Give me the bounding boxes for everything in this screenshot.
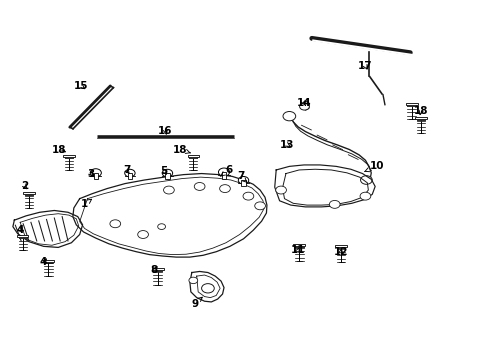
Circle shape (163, 186, 174, 194)
Bar (153, 271, 162, 272)
Circle shape (194, 183, 204, 190)
Bar (241, 180, 245, 186)
Circle shape (219, 185, 230, 193)
Text: 1: 1 (81, 199, 91, 210)
Bar (127, 173, 132, 179)
Bar (405, 103, 417, 105)
Bar (222, 172, 226, 179)
Bar (23, 193, 35, 194)
Circle shape (254, 202, 265, 210)
Bar (42, 260, 54, 262)
Circle shape (275, 186, 286, 194)
Text: 5: 5 (160, 166, 167, 176)
Text: 2: 2 (21, 181, 29, 192)
Circle shape (201, 284, 214, 293)
Circle shape (110, 220, 121, 228)
Text: 18: 18 (173, 144, 190, 154)
Text: 7: 7 (122, 165, 130, 175)
Bar (187, 155, 199, 157)
Text: 4: 4 (17, 225, 24, 235)
Circle shape (124, 169, 135, 177)
Circle shape (238, 176, 248, 184)
Circle shape (359, 192, 370, 200)
Text: 12: 12 (333, 247, 347, 257)
Text: 9: 9 (191, 297, 202, 309)
Text: 16: 16 (158, 126, 172, 135)
Text: 17: 17 (357, 61, 372, 71)
Text: 15: 15 (74, 81, 88, 91)
Bar (19, 237, 27, 238)
Circle shape (158, 224, 165, 229)
Text: 18: 18 (413, 106, 427, 116)
Text: 13: 13 (280, 140, 294, 150)
Circle shape (283, 112, 295, 121)
Circle shape (360, 176, 371, 184)
Circle shape (90, 169, 101, 177)
Bar (336, 248, 345, 249)
Bar (44, 262, 53, 263)
Circle shape (299, 103, 309, 110)
Text: 18: 18 (52, 144, 66, 154)
Text: 4: 4 (40, 257, 47, 267)
Circle shape (138, 230, 148, 238)
Text: 6: 6 (220, 165, 232, 176)
Bar (165, 173, 169, 179)
Text: 3: 3 (87, 168, 94, 179)
Circle shape (218, 168, 229, 176)
Bar (294, 247, 303, 248)
Bar (63, 155, 74, 157)
Bar (416, 120, 425, 121)
Bar (407, 105, 415, 106)
Circle shape (162, 169, 172, 177)
Bar (65, 157, 73, 158)
Bar (151, 269, 163, 270)
Text: 11: 11 (290, 245, 305, 255)
Bar (414, 117, 426, 119)
Circle shape (188, 277, 197, 284)
Text: 8: 8 (150, 265, 158, 275)
Bar (93, 172, 98, 179)
Text: 7: 7 (236, 171, 246, 183)
Text: 14: 14 (296, 98, 311, 108)
Bar (189, 157, 197, 158)
Text: 10: 10 (364, 161, 384, 172)
Bar (25, 195, 33, 196)
Bar (17, 235, 28, 237)
Circle shape (329, 201, 339, 208)
Bar (334, 246, 346, 247)
Circle shape (243, 192, 253, 200)
Bar (292, 244, 305, 246)
